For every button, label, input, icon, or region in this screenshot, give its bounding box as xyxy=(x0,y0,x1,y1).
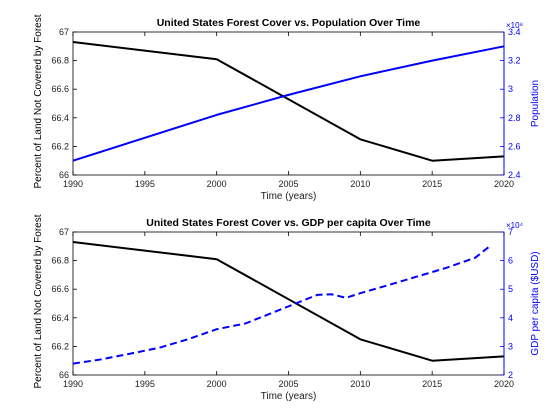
left-y-tick-label: 66 xyxy=(59,170,69,180)
right-y-tick-label: 2.4 xyxy=(508,170,521,180)
left-y-tick-label: 67 xyxy=(59,27,69,37)
x-tick-label: 2010 xyxy=(350,379,370,389)
left-y-tick-label: 66.4 xyxy=(51,113,69,123)
series-line-left xyxy=(72,41,505,162)
left-y-tick-label: 66.6 xyxy=(51,84,69,94)
right-y-tick-label: 2.8 xyxy=(508,113,521,123)
x-tick-label: 2020 xyxy=(494,179,514,189)
left-y-tick-label: 67 xyxy=(59,227,69,237)
plot-area xyxy=(72,231,505,376)
x-axis-label: Time (years) xyxy=(261,191,317,202)
chart-title: United States Forest Cover vs. GDP per c… xyxy=(146,217,431,229)
x-axis-label: Time (years) xyxy=(261,391,317,402)
right-y-axis-label: Population xyxy=(530,80,541,127)
x-tick-label: 1990 xyxy=(63,379,83,389)
x-tick-label: 2005 xyxy=(278,179,298,189)
series-line-right xyxy=(72,45,505,162)
x-tick-label: 1990 xyxy=(63,179,83,189)
x-tick-label: 2000 xyxy=(207,179,227,189)
series-line-left xyxy=(72,241,505,362)
left-y-tick-label: 66 xyxy=(59,370,69,380)
right-y-tick-label: 3 xyxy=(508,84,513,94)
x-tick-label: 2020 xyxy=(494,379,514,389)
right-axis-exponent: ×10⁸ xyxy=(506,21,523,30)
chart-panel-1: 1990 1995 2000 2005 2010 2015 2020 66 66.2 66.4 66… xyxy=(33,14,541,202)
x-tick-label: 2010 xyxy=(350,179,370,189)
right-y-tick-label: 3 xyxy=(508,341,513,351)
left-y-tick-label: 66.8 xyxy=(51,256,69,266)
right-y-tick-label: 7 xyxy=(508,227,513,237)
x-tick-label: 1995 xyxy=(135,179,155,189)
right-y-tick-label: 5 xyxy=(508,284,513,294)
chart-panel-2: 1990 1995 2000 2005 2010 2015 20206666.266.466… xyxy=(33,214,541,402)
left-y-axis-label: Percent of Land Not Covered by Forest xyxy=(33,214,44,388)
right-y-tick-label: 3.4 xyxy=(508,27,521,37)
chart-title: United States Forest Cover vs. Populatio… xyxy=(157,17,421,29)
left-y-axis-label: Percent of Land Not Covered by Forest xyxy=(33,14,44,188)
left-y-tick-label: 66.6 xyxy=(51,284,69,294)
right-y-axis-label: GDP per capita ($USD) xyxy=(530,251,541,355)
plot-area xyxy=(72,31,505,176)
right-y-tick-label: 2.6 xyxy=(508,141,521,151)
right-y-tick-label: 4 xyxy=(508,313,513,323)
left-y-tick-label: 66.2 xyxy=(51,141,69,151)
right-y-tick-label: 6 xyxy=(508,256,513,266)
x-tick-label: 1995 xyxy=(135,379,155,389)
left-y-tick-label: 66.8 xyxy=(51,56,69,66)
left-y-tick-label: 66.4 xyxy=(51,313,69,323)
left-y-tick-label: 66.2 xyxy=(51,341,69,351)
right-y-tick-label: 2 xyxy=(508,370,513,380)
x-tick-label: 2015 xyxy=(422,179,442,189)
series-line-right xyxy=(72,245,491,365)
x-tick-label: 2005 xyxy=(278,379,298,389)
x-tick-label: 2000 xyxy=(207,379,227,389)
x-tick-label: 2015 xyxy=(422,379,442,389)
right-axis-exponent: ×10⁴ xyxy=(506,221,524,230)
right-y-tick-label: 3.2 xyxy=(508,56,521,66)
